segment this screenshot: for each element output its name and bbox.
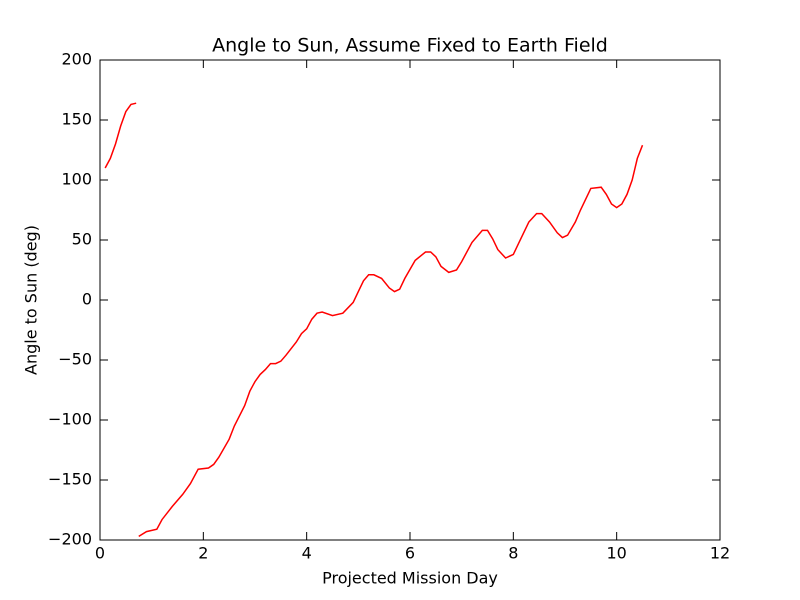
y-tick-label: 0 [82, 290, 92, 309]
x-tick-label: 4 [302, 544, 312, 563]
y-tick-label: 50 [72, 230, 92, 249]
y-tick-label: 100 [61, 170, 92, 189]
y-tick-label: 200 [61, 50, 92, 69]
y-tick-label: −50 [58, 350, 92, 369]
y-tick-label: −200 [48, 530, 92, 549]
chart-title: Angle to Sun, Assume Fixed to Earth Fiel… [212, 35, 608, 57]
x-axis-label: Projected Mission Day [322, 569, 498, 588]
x-tick-label: 8 [508, 544, 518, 563]
data-line [104, 102, 644, 538]
y-tick-label: −100 [48, 410, 92, 429]
y-tick-label: −150 [48, 470, 92, 489]
x-tick-label: 10 [606, 544, 626, 563]
plot-area [104, 102, 644, 538]
y-tick-label: 150 [61, 110, 92, 129]
x-tick-label: 0 [95, 544, 105, 563]
x-tick-label: 6 [405, 544, 415, 563]
x-tick-label: 2 [198, 544, 208, 563]
x-tick-label: 12 [710, 544, 730, 563]
y-axis-label: Angle to Sun (deg) [22, 225, 41, 375]
